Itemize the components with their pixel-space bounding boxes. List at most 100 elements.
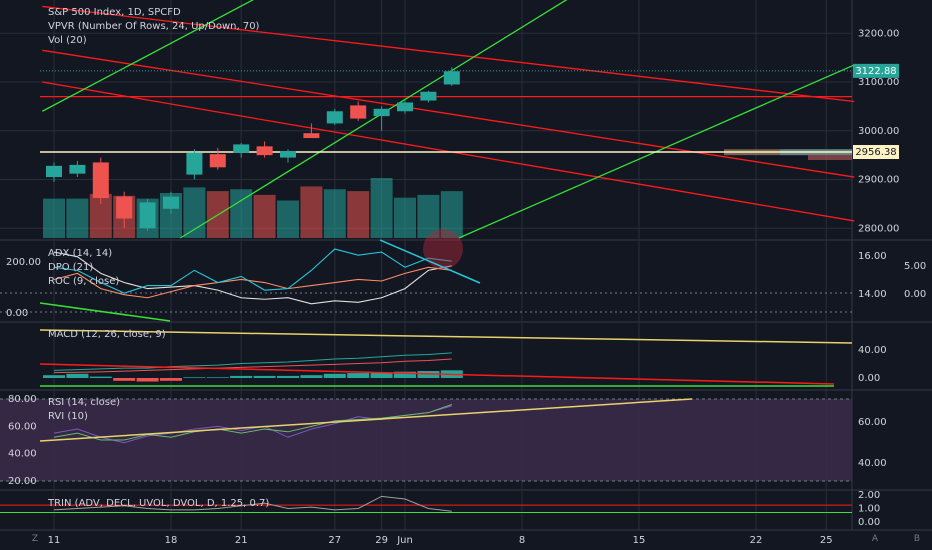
timezone-button[interactable]: Z <box>31 534 39 544</box>
time-axis-label: 22 <box>750 535 763 546</box>
adx-legend-roc[interactable]: ROC (9, close) <box>48 276 120 287</box>
volume-bar <box>300 186 323 238</box>
candle-body <box>116 196 133 219</box>
adx-legend-adx[interactable]: ADX (14, 14) <box>48 248 113 259</box>
candle-body <box>373 108 390 117</box>
rsi-axis-left-label: 20.00 <box>8 476 37 487</box>
adx-axis-right-label: 16.00 <box>858 251 887 262</box>
candle-body <box>350 105 367 119</box>
adx-legend-dpo[interactable]: DPO (21) <box>48 262 94 273</box>
time-axis-label: 11 <box>48 535 61 546</box>
volume-bar <box>89 193 112 238</box>
candle-body <box>397 102 413 112</box>
macd-histogram-bar <box>113 378 136 381</box>
price-axis-label: 2800.00 <box>858 223 899 234</box>
scale-mode-button[interactable]: B <box>913 534 921 544</box>
main-legend-symbol[interactable]: S&P 500 Index, 1D, SPCFD <box>48 7 181 18</box>
volume-bar <box>370 178 393 238</box>
candle-body <box>186 152 203 175</box>
rsi-axis-right-label: 60.00 <box>858 417 887 428</box>
macd-histogram-bar <box>300 375 323 378</box>
macd-axis-label: 0.00 <box>858 373 880 384</box>
candle-body <box>443 71 460 85</box>
vpvr-bar <box>808 155 852 160</box>
last-price-badge: 3122.88 <box>855 66 896 77</box>
macd-yellow-trendline <box>39 329 853 344</box>
red-trendline <box>42 49 855 178</box>
last-price-badge-bg <box>853 63 899 78</box>
time-axis-label: 18 <box>165 535 178 546</box>
candle-body <box>233 144 250 153</box>
time-axis-label: 25 <box>820 535 833 546</box>
candle-body <box>280 151 296 158</box>
trin-axis-label: 1.00 <box>858 504 880 515</box>
macd-histogram-bar <box>230 375 253 378</box>
trin-axis-label: 0.00 <box>858 517 880 528</box>
macd-histogram-bar <box>136 378 159 382</box>
macd-line <box>53 352 452 371</box>
volume-bar <box>323 189 346 238</box>
adx-series-line <box>53 248 452 294</box>
green-trendline <box>41 0 255 112</box>
macd-legend: MACD (12, 26, close, 9) <box>48 328 166 342</box>
volume-bar <box>66 198 89 238</box>
macd-histogram-bar <box>160 378 182 381</box>
rsi-legend-rvi[interactable]: RVI (10) <box>48 411 88 422</box>
macd-histogram-bar <box>43 375 65 378</box>
adx-series-line <box>53 251 452 305</box>
adx-axis-left-label: 200.00 <box>6 257 41 268</box>
volume-bar <box>277 200 299 238</box>
rsi-axis-left-label: 60.00 <box>8 421 37 432</box>
macd-histogram-bar <box>394 371 416 378</box>
adx-series-line <box>53 266 452 299</box>
volume-bar <box>347 191 370 238</box>
price-axis-label: 3000.00 <box>858 126 899 137</box>
price-axis-label: 3100.00 <box>858 77 899 88</box>
rsi-axis-left-label: 80.00 <box>8 394 37 405</box>
main-legend-vpvr[interactable]: VPVR (Number Of Rows, 24, Up/Down, 70) <box>48 21 260 32</box>
rsi-axis-right-label: 40.00 <box>858 458 887 469</box>
rsi-axis-left-label: 40.00 <box>8 449 37 460</box>
candle-body <box>163 196 179 209</box>
trin-axis-label: 2.00 <box>858 490 880 501</box>
candle-body <box>46 165 62 178</box>
signal-line <box>53 358 452 374</box>
macd-histogram-bar <box>183 377 206 378</box>
volume-bar <box>183 187 206 238</box>
candle-body <box>69 164 86 174</box>
time-axis-label: 21 <box>235 535 248 546</box>
volume-bar <box>394 197 416 238</box>
macd-histogram-bar <box>347 373 370 378</box>
price-axis-label: 3200.00 <box>858 28 899 39</box>
rsi-legend-rsi[interactable]: RSI (14, close) <box>48 397 121 408</box>
adx-axis-right2-label: 0.00 <box>904 289 926 300</box>
level-price-badge-bg <box>853 145 899 160</box>
macd-histogram-bar <box>370 372 393 378</box>
adx-cyan-trendline <box>379 239 481 284</box>
level-price-badge: 2956.38 <box>855 147 896 158</box>
green-trendline <box>180 0 568 239</box>
volume-bar <box>440 191 463 238</box>
trin-legend: TRIN (ADV, DECL, UVOL, DVOL, D, 1.25, 0.… <box>48 497 269 511</box>
time-axis-label: 27 <box>328 535 341 546</box>
macd-axis-label: 40.00 <box>858 345 887 356</box>
macd-histogram-bar <box>277 375 299 378</box>
main-legend-volume[interactable]: Vol (20) <box>48 35 87 46</box>
time-axis-label: 29 <box>375 535 388 546</box>
rsi-yellow-trendline <box>39 398 693 442</box>
auto-scale-button[interactable]: A <box>871 534 879 544</box>
time-axis-label: 15 <box>633 535 646 546</box>
adx-highlight-circle <box>423 229 463 269</box>
volume-bar <box>253 194 276 238</box>
trin-line <box>53 495 452 512</box>
volume-bar <box>43 198 65 238</box>
price-axis-label: 2900.00 <box>858 175 899 186</box>
trin-legend-trin[interactable]: TRIN (ADV, DECL, UVOL, DVOL, D, 1.25, 0.… <box>48 498 270 509</box>
candle-body <box>139 202 156 229</box>
macd-histogram-bar <box>66 373 89 378</box>
adx-axis-right-label: 14.00 <box>858 289 887 300</box>
volume-bar <box>230 189 253 238</box>
macd-histogram-bar <box>89 376 112 378</box>
macd-legend-macd[interactable]: MACD (12, 26, close, 9) <box>48 329 166 340</box>
